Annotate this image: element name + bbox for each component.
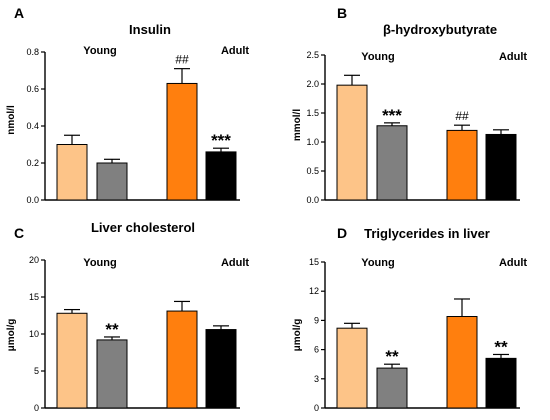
panel-b: Bβ-hydroxybutyrate Young Adult 0.0 0.5 1.0 1.5… — [292, 5, 527, 205]
bar — [205, 151, 237, 201]
y-axis-label: μmol/g — [6, 319, 17, 352]
y-tick-label: 15 — [309, 257, 319, 267]
y-tick-label: 20 — [29, 255, 39, 265]
bar — [446, 316, 478, 409]
significance-label: ## — [455, 109, 469, 123]
y-tick-label: 1.5 — [306, 108, 319, 118]
bar — [376, 125, 408, 201]
y-axis-label: μmol/g — [292, 319, 303, 352]
bar — [336, 327, 368, 409]
panel-title: Triglycerides in liver — [364, 226, 490, 241]
group-label-adult: Adult — [221, 257, 249, 269]
panel-d: D Triglycerides in liver Young Adult 0 3 6 9 12 1… — [292, 225, 527, 413]
panel-title: Insulin — [129, 22, 171, 37]
panel-a: A Insulin Young Adult 0.0 0.2 0.4 0.6 0.8 nmol/l #… — [6, 5, 249, 205]
y-axis-label: nmol/l — [6, 105, 17, 135]
y-tick-label: 0 — [34, 403, 39, 413]
y-tick-label: 0.5 — [306, 166, 319, 176]
bar — [166, 82, 198, 201]
panel-label: C — [14, 225, 24, 241]
bar — [56, 312, 88, 409]
y-tick-label: 0.2 — [26, 158, 39, 168]
significance-label: *** — [382, 106, 402, 125]
bar — [96, 339, 128, 409]
bar — [205, 329, 237, 409]
significance-label: ## — [175, 53, 189, 67]
y-tick-label: 12 — [309, 286, 319, 296]
group-label-young: Young — [361, 51, 394, 63]
panel-label: B — [337, 5, 347, 21]
y-tick-label: 10 — [29, 329, 39, 339]
bar — [446, 129, 478, 201]
panel-label: D — [337, 225, 347, 241]
panel-title: β-hydroxybutyrate — [383, 22, 497, 37]
bar — [56, 144, 88, 201]
bar — [166, 310, 198, 409]
y-tick-label: 0.6 — [26, 84, 39, 94]
bar — [485, 357, 517, 409]
y-tick-label: 9 — [314, 315, 319, 325]
y-tick-label: 2.0 — [306, 79, 319, 89]
y-tick-label: 0.8 — [26, 47, 39, 57]
group-label-adult: Adult — [499, 51, 527, 63]
y-tick-label: 0.4 — [26, 121, 39, 131]
bar — [336, 84, 368, 201]
y-tick-label: 5 — [34, 366, 39, 376]
group-label-young: Young — [83, 257, 116, 269]
y-tick-label: 0 — [314, 403, 319, 413]
group-label-adult: Adult — [221, 45, 249, 57]
panel-label: A — [14, 5, 24, 21]
y-tick-label: 6 — [314, 345, 319, 355]
y-tick-label: 0.0 — [26, 195, 39, 205]
y-tick-label: 2.5 — [306, 50, 319, 60]
bar — [376, 367, 408, 409]
group-label-young: Young — [361, 257, 394, 269]
y-tick-label: 0.0 — [306, 195, 319, 205]
panel-title: Liver cholesterol — [91, 220, 195, 235]
significance-label: ** — [105, 320, 119, 339]
panel-c: C Liver cholesterol Young Adult 0 5 10 15 20 μmol… — [6, 220, 249, 413]
y-tick-label: 15 — [29, 292, 39, 302]
y-tick-label: 3 — [314, 374, 319, 384]
bar — [96, 162, 128, 201]
group-label-adult: Adult — [499, 257, 527, 269]
y-tick-label: 1.0 — [306, 137, 319, 147]
significance-label: ** — [494, 337, 508, 356]
significance-label: ** — [385, 347, 399, 366]
y-axis-label: mmol/l — [292, 109, 303, 141]
significance-label: *** — [211, 131, 231, 150]
bar — [485, 133, 517, 201]
group-label-young: Young — [83, 45, 116, 57]
